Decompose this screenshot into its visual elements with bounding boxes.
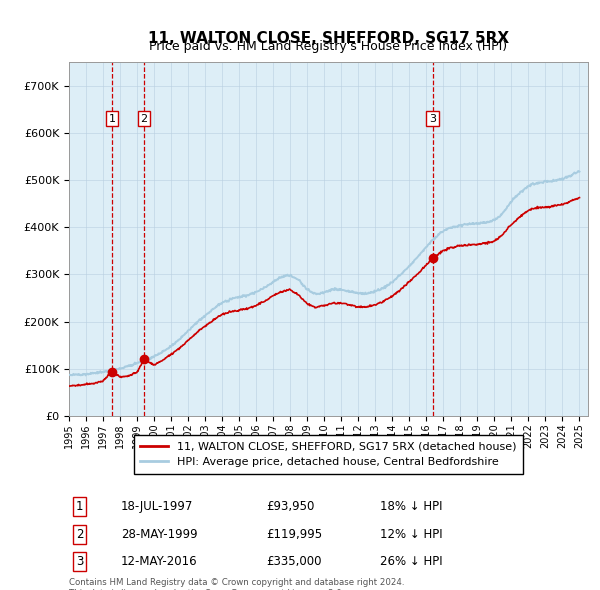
Text: 3: 3 — [76, 555, 83, 568]
Text: £93,950: £93,950 — [266, 500, 314, 513]
Title: 11, WALTON CLOSE, SHEFFORD, SG17 5RX: 11, WALTON CLOSE, SHEFFORD, SG17 5RX — [148, 31, 509, 45]
Legend: 11, WALTON CLOSE, SHEFFORD, SG17 5RX (detached house), HPI: Average price, detac: 11, WALTON CLOSE, SHEFFORD, SG17 5RX (de… — [134, 435, 523, 474]
Text: £335,000: £335,000 — [266, 555, 322, 568]
Text: Contains HM Land Registry data © Crown copyright and database right 2024.
This d: Contains HM Land Registry data © Crown c… — [69, 578, 404, 590]
Text: 1: 1 — [109, 114, 116, 123]
Text: £119,995: £119,995 — [266, 527, 322, 540]
Text: 3: 3 — [429, 114, 436, 123]
Text: 2: 2 — [76, 527, 83, 540]
Text: 18% ↓ HPI: 18% ↓ HPI — [380, 500, 443, 513]
Text: 12% ↓ HPI: 12% ↓ HPI — [380, 527, 443, 540]
Text: 26% ↓ HPI: 26% ↓ HPI — [380, 555, 443, 568]
Text: 2: 2 — [140, 114, 148, 123]
Text: 12-MAY-2016: 12-MAY-2016 — [121, 555, 197, 568]
Text: 1: 1 — [76, 500, 83, 513]
Text: Price paid vs. HM Land Registry's House Price Index (HPI): Price paid vs. HM Land Registry's House … — [149, 40, 508, 53]
Text: 18-JUL-1997: 18-JUL-1997 — [121, 500, 193, 513]
Text: 28-MAY-1999: 28-MAY-1999 — [121, 527, 197, 540]
